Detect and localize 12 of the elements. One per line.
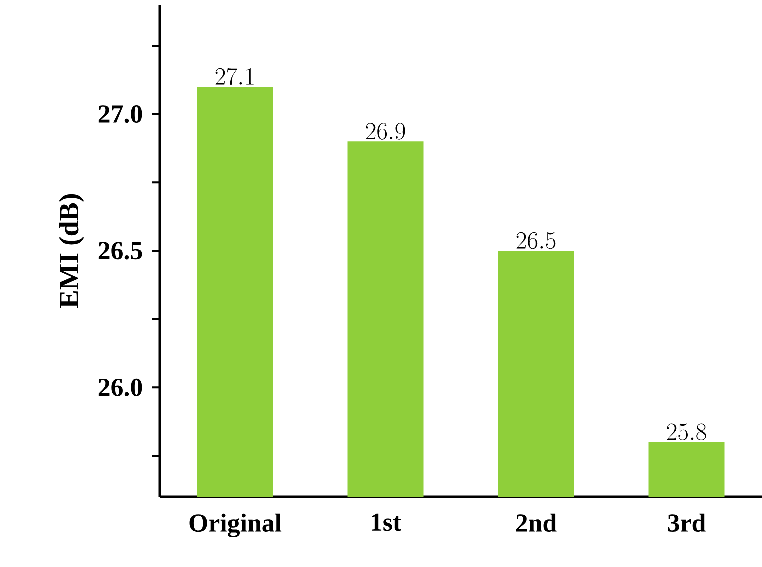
data-label: 27. 1 <box>216 68 254 86</box>
data-label: 26.9 <box>366 123 406 140</box>
x-tick-label: Original <box>190 514 282 538</box>
text: 27.0 <box>98 106 142 124</box>
x-tick-label: 2nd <box>516 514 557 532</box>
x-tick-label: 1st <box>372 514 402 532</box>
text: 26.0 <box>98 378 142 396</box>
data-label: 26.5 <box>516 232 556 250</box>
text: 26.5 <box>98 242 142 260</box>
y-axis-title: EMI (dB) <box>59 194 84 308</box>
data-label: 25.8 <box>667 424 706 441</box>
x-tick-label: 3rd <box>668 514 706 532</box>
